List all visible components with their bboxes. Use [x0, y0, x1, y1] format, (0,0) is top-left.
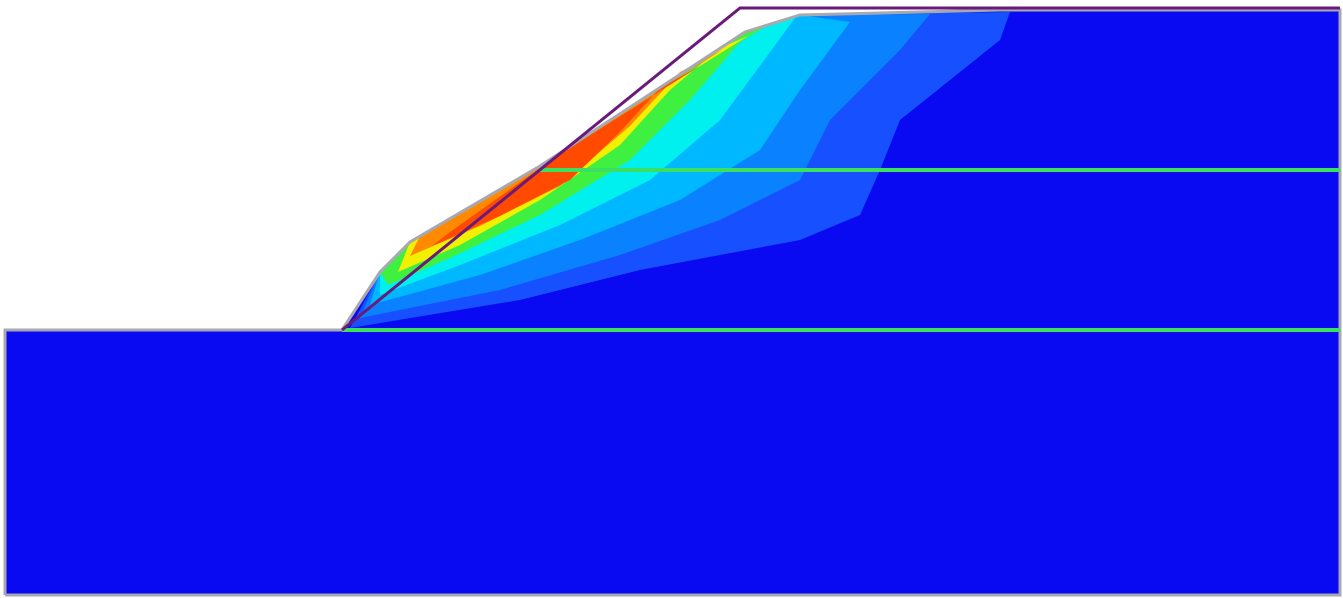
contour-plot: [0, 0, 1343, 598]
page: [0, 0, 1343, 598]
